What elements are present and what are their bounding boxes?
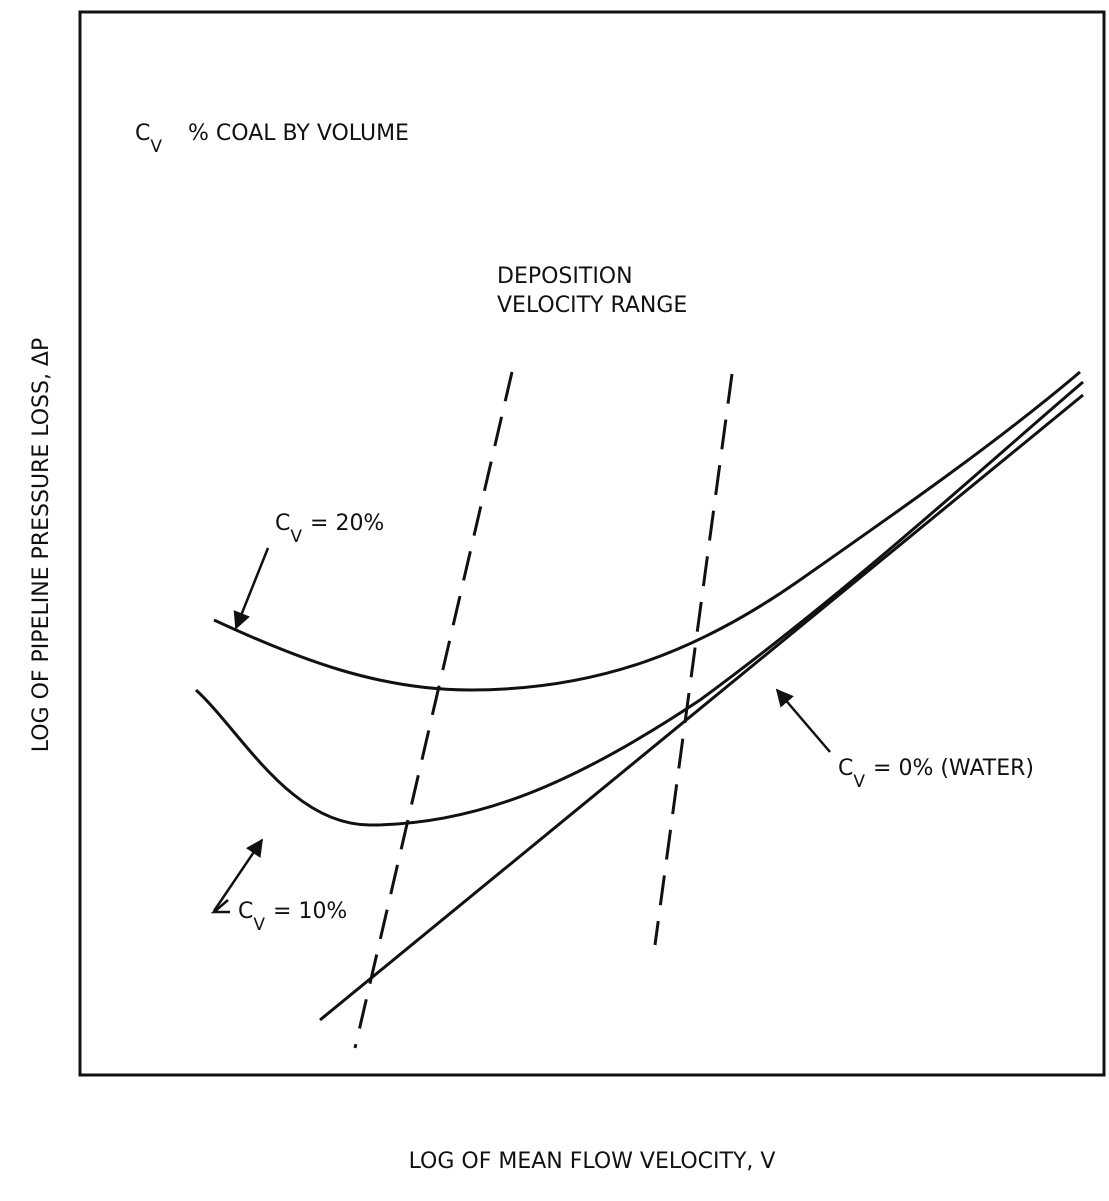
curve-text: = 20%: [310, 511, 384, 536]
symbol: C: [838, 756, 853, 781]
symbol: C: [238, 899, 253, 924]
subscript: V: [253, 915, 265, 935]
deposition-boundary: [653, 373, 734, 946]
curve-text: = 10%: [273, 899, 347, 924]
arrow: [775, 688, 831, 753]
frame: [78, 10, 1106, 1077]
arrow: [212, 838, 264, 912]
region-label: VELOCITY RANGE: [497, 293, 687, 318]
symbol: C: [275, 511, 290, 536]
subscript: V: [150, 137, 162, 157]
legend: CV % COAL BY VOLUME: [135, 121, 409, 157]
region-label: DEPOSITION: [497, 264, 633, 289]
curve-20: [213, 370, 1081, 692]
subscript: V: [290, 527, 302, 547]
x-axis-label: LOG OF MEAN FLOW VELOCITY, V: [409, 1149, 776, 1174]
curve-text: = 0% (WATER): [873, 756, 1034, 781]
curve-10: [194, 380, 1084, 827]
deposition-boundary: [353, 371, 514, 1049]
y-axis-label: LOG OF PIPELINE PRESSURE LOSS, ΔP: [29, 338, 54, 753]
symbol: C: [135, 121, 150, 146]
curve-label: CV = 10%: [238, 899, 347, 935]
curve-0: [319, 393, 1084, 1022]
subscript: V: [853, 772, 865, 792]
curve-label: CV = 20%: [275, 511, 384, 547]
curve-label: CV = 0% (WATER): [838, 756, 1034, 792]
arrow-tail: [210, 899, 230, 914]
legend-text: % COAL BY VOLUME: [188, 121, 409, 146]
arrow: [233, 547, 270, 630]
